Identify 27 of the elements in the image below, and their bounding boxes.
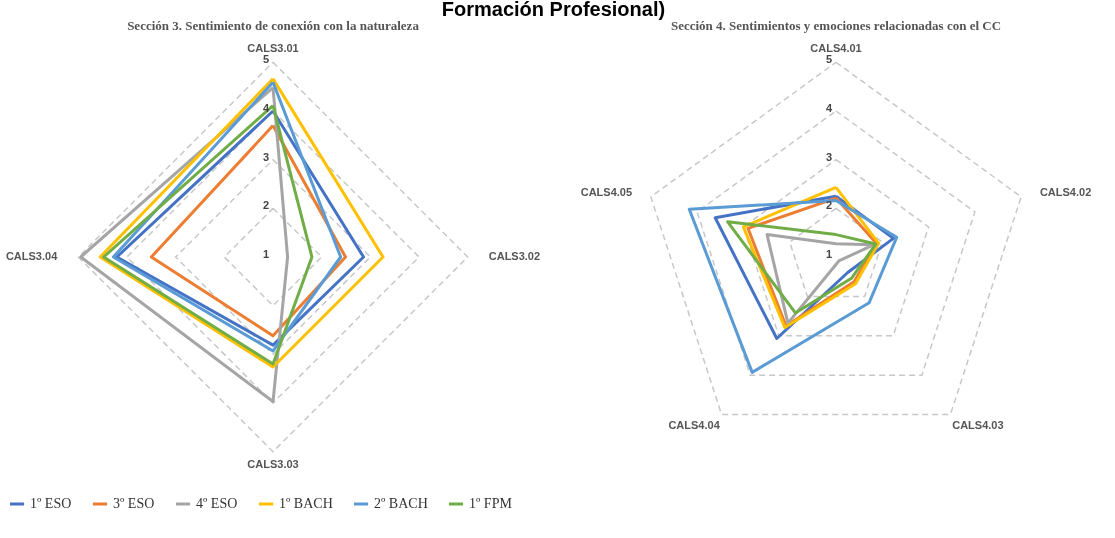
y-tick-label: 4 (825, 101, 833, 114)
y-tick-label: 1 (262, 248, 270, 260)
chart-title: Sección 3. Sentimiento de conexión con la naturaleza (127, 18, 420, 33)
legend-label: 3º ESO (113, 496, 155, 511)
legend-label: 2º BACH (374, 496, 428, 511)
spoke-label: CALS4.04 (668, 418, 721, 431)
spoke-label: CALS3.04 (5, 250, 59, 262)
legend-label: 4º ESO (196, 496, 238, 511)
y-tick-label: 1 (825, 248, 833, 260)
chart-title: Sección 4. Sentimientos y emociones relacionadas con el CC (670, 18, 1002, 33)
text: Formación Profesional) (441, 0, 666, 20)
spoke-label: CALS4.02 (1039, 185, 1092, 198)
legend-label: 1º ESO (30, 496, 72, 511)
spoke-label: CALS3.03 (247, 458, 299, 471)
y-tick-label: 2 (262, 199, 270, 212)
y-tick-label: 2 (825, 199, 833, 212)
spoke-label: CALS4.05 (580, 185, 633, 198)
y-tick-label: 3 (262, 150, 270, 163)
spoke-label: CALS3.02 (488, 250, 541, 262)
y-tick-label: 5 (825, 53, 833, 66)
spoke-label: CALS4.03 (952, 418, 1004, 431)
y-tick-label: 3 (825, 150, 833, 163)
spoke-label: CALS4.01 (810, 41, 862, 54)
legend-label: 1º BACH (279, 496, 333, 511)
legend-label: 1º FPM (469, 496, 513, 511)
spoke-label: CALS3.01 (247, 41, 299, 54)
y-tick-label: 5 (262, 53, 270, 66)
